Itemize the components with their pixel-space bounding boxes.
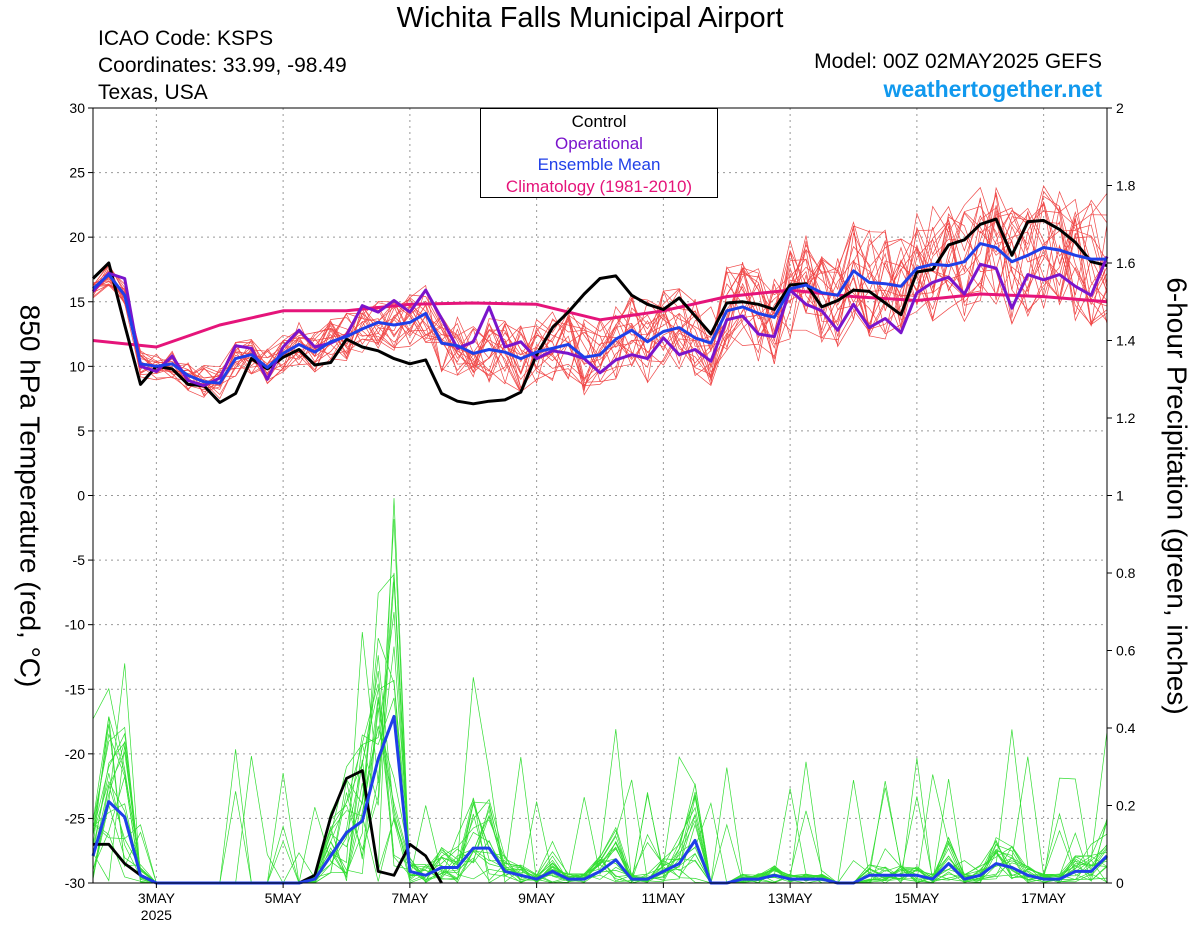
- right-tick-label: 1: [1116, 488, 1124, 504]
- precip-member-line: [92, 572, 1108, 884]
- right-tick-label: 0.8: [1116, 565, 1136, 581]
- precip-member-line: [92, 670, 1108, 884]
- temp-member-line: [92, 210, 1108, 396]
- precip-member-line: [92, 707, 1108, 884]
- left-tick-label: -5: [73, 552, 86, 568]
- x-tick-label: 3MAY: [138, 890, 176, 906]
- x-tick-label: 15MAY: [894, 890, 940, 906]
- chart-title: Wichita Falls Municipal Airport: [396, 2, 784, 34]
- x-tick-label: 11MAY: [641, 890, 685, 906]
- left-tick-label: -10: [65, 617, 85, 633]
- series-control-precipitation: [93, 769, 443, 885]
- right-tick-label: 1.2: [1116, 410, 1136, 426]
- series-operational: [91, 255, 1109, 388]
- left-tick-label: 25: [69, 165, 85, 181]
- left-tick-label: -15: [65, 681, 85, 697]
- website-link[interactable]: weathertogether.net: [883, 76, 1102, 102]
- x-tick-label: 17MAY: [1021, 890, 1067, 906]
- right-tick-label: 1.8: [1116, 178, 1136, 194]
- left-axis-label: 850 hPa Temperature (red, °C): [15, 305, 46, 688]
- temp-member-line: [92, 194, 1108, 378]
- legend: Control Operational Ensemble Mean Climat…: [480, 108, 718, 198]
- x-tick-label: 5MAY: [265, 890, 303, 906]
- axis-ticks: 302520151050-5-10-15-20-25-3021.81.61.41…: [65, 100, 1136, 923]
- precip-ensemble-members: [92, 498, 1108, 884]
- left-tick-label: 5: [77, 423, 85, 439]
- precip-member-line: [92, 581, 1108, 884]
- x-tick-label: 9MAY: [518, 890, 556, 906]
- left-tick-label: -25: [65, 810, 85, 826]
- left-tick-label: 10: [69, 358, 85, 374]
- precip-member-line: [92, 498, 1108, 884]
- precip-member-line: [92, 677, 1108, 884]
- right-tick-label: 2: [1116, 100, 1124, 116]
- coordinates: Coordinates: 33.99, -98.49: [98, 54, 347, 77]
- legend-control: Control: [571, 112, 627, 131]
- right-axis-label: 6-hour Precipitation (green, inches): [1162, 277, 1193, 714]
- left-tick-label: 20: [69, 229, 85, 245]
- left-tick-label: 30: [69, 100, 85, 116]
- temp-member-line: [92, 195, 1108, 398]
- series-ensemble-mean-precipitation: [91, 714, 1109, 885]
- series-control: [91, 217, 1108, 406]
- right-tick-label: 1.6: [1116, 255, 1136, 271]
- icao-code: ICAO Code: KSPS: [98, 27, 274, 50]
- temp-member-line: [92, 185, 1108, 400]
- precip-member-line: [92, 655, 1108, 884]
- x-tick-label: 7MAY: [391, 890, 429, 906]
- model-run: Model: 00Z 02MAY2025 GEFS: [814, 50, 1102, 73]
- precip-member-line: [92, 612, 1108, 884]
- legend-operational: Operational: [555, 133, 643, 153]
- right-tick-label: 0.6: [1116, 643, 1136, 659]
- series-lines: [91, 217, 1109, 885]
- right-tick-label: 0.4: [1116, 720, 1136, 736]
- precip-member-line: [92, 573, 1108, 884]
- legend-climatology: Climatology (1981-2010): [505, 176, 693, 196]
- left-tick-label: -30: [65, 875, 85, 891]
- region: Texas, USA: [98, 81, 208, 104]
- left-tick-label: -20: [65, 746, 85, 762]
- legend-ensemble-mean: Ensemble Mean: [537, 155, 661, 174]
- x-tick-label: 13MAY: [768, 890, 814, 906]
- right-tick-label: 0.2: [1116, 798, 1136, 814]
- x-tick-sublabel: 2025: [141, 907, 172, 923]
- series-climatology-1981-2010: [92, 288, 1108, 349]
- series-ensemble-mean: [91, 242, 1107, 385]
- temp-ensemble-members: [92, 185, 1108, 400]
- left-tick-label: 15: [69, 294, 85, 310]
- right-tick-label: 1.4: [1116, 333, 1136, 349]
- left-tick-label: 0: [77, 488, 85, 504]
- right-tick-label: 0: [1116, 875, 1124, 891]
